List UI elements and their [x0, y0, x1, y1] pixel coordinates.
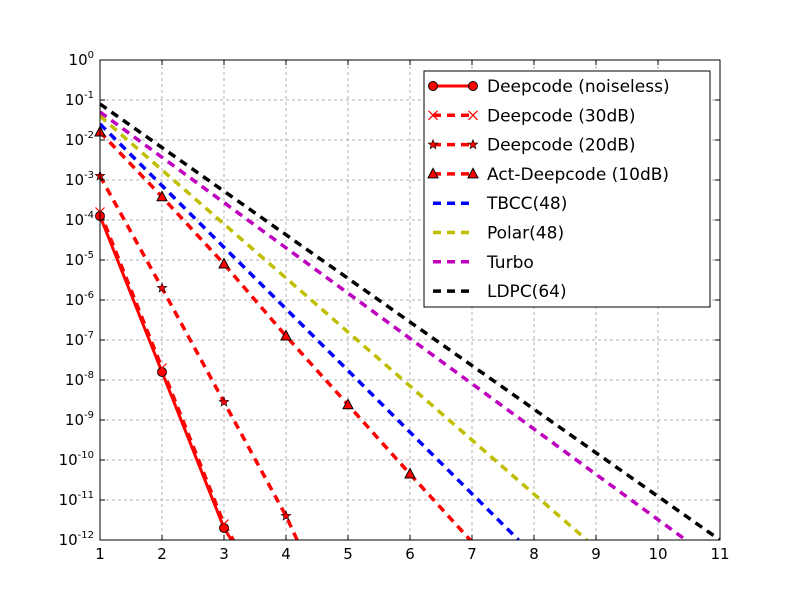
legend-marker-deepcode-20db	[467, 138, 479, 150]
y-tick-label: 10-2	[65, 130, 94, 149]
x-tick-label: 7	[467, 545, 477, 563]
series-line-polar-48	[100, 114, 588, 540]
y-tick-base: 10	[65, 411, 84, 429]
legend-marker-deepcode-20db	[427, 138, 439, 150]
y-tick-label: 10-7	[65, 330, 94, 349]
y-tick-base: 10	[65, 331, 84, 349]
marker-act-deepcode-10db	[156, 190, 168, 202]
y-tick-label: 10-12	[59, 530, 94, 549]
y-tick-exponent: -5	[84, 250, 94, 261]
y-tick-label: 10-9	[65, 410, 94, 429]
y-tick-exponent: -1	[84, 90, 94, 101]
x-tick-label: 4	[281, 545, 291, 563]
legend-marker-deepcode-30db	[468, 110, 478, 121]
marker-deepcode-noiseless	[157, 367, 167, 377]
y-tick-exponent: -4	[84, 210, 94, 221]
y-tick-label: 10-5	[65, 250, 94, 269]
series-lines	[100, 102, 720, 540]
y-tick-base: 10	[65, 171, 84, 189]
marker-deepcode-30db	[157, 363, 167, 373]
legend-marker-act-deepcode-10db	[427, 167, 439, 179]
legend-marker-deepcode-noiseless	[428, 81, 438, 91]
legend-label-deepcode-20db: Deepcode (20dB)	[487, 136, 636, 156]
marker-act-deepcode-10db	[404, 467, 416, 479]
y-tick-label: 10-1	[65, 90, 94, 109]
x-tick-label: 11	[710, 545, 729, 563]
y-tick-label: 10-11	[59, 490, 94, 509]
marker-deepcode-noiseless	[219, 523, 229, 533]
y-tick-label: 10-8	[65, 370, 94, 389]
y-tick-base: 10	[65, 91, 84, 109]
legend-label-deepcode-30db: Deepcode (30dB)	[487, 106, 636, 126]
legend-label-polar-48: Polar(48)	[487, 224, 564, 244]
y-tick-exponent: -8	[84, 370, 94, 381]
y-tick-base: 10	[59, 491, 78, 509]
y-tick-exponent: -2	[84, 130, 94, 141]
marker-deepcode-20db	[280, 510, 292, 521]
series-line-ldpc-64	[100, 102, 720, 540]
x-tick-label: 6	[405, 545, 415, 563]
y-tick-base: 10	[59, 531, 78, 549]
y-tick-exponent: -11	[78, 490, 94, 501]
legend: Deepcode (noiseless) Deepcode (30dB) Deepc…	[423, 70, 711, 308]
y-tick-base: 10	[65, 211, 84, 229]
y-tick-label: 10-6	[65, 290, 94, 309]
y-tick-base: 10	[65, 371, 84, 389]
legend-marker-act-deepcode-10db	[467, 167, 479, 179]
legend-label-ldpc-64: LDPC(64)	[487, 282, 567, 302]
y-tick-exponent: 0	[88, 50, 94, 61]
legend-marker-deepcode-30db	[428, 110, 438, 121]
legend-label-deepcode-noiseless: Deepcode (noiseless)	[487, 77, 670, 97]
legend-box	[423, 70, 711, 308]
x-tick-label: 10	[648, 545, 667, 563]
legend-label-act-deepcode-10db: Act-Deepcode (10dB)	[487, 165, 669, 185]
y-tick-exponent: -6	[84, 290, 94, 301]
series-line-turbo	[100, 110, 687, 540]
y-tick-exponent: -12	[78, 530, 94, 541]
y-tick-base: 10	[59, 451, 78, 469]
marker-deepcode-20db	[156, 282, 168, 293]
marker-act-deepcode-10db	[342, 398, 354, 410]
y-tick-base: 10	[65, 251, 84, 269]
marker-deepcode-20db	[218, 396, 230, 407]
y-tick-labels: 10010-110-210-310-410-510-610-710-810-91…	[59, 50, 94, 549]
x-tick-labels: 1 2 3 4 5 6 7 8 9 10 11	[95, 545, 729, 563]
x-tick-label: 2	[157, 545, 167, 563]
y-tick-base: 10	[69, 51, 88, 69]
y-tick-label: 10-4	[65, 210, 94, 229]
axis-ticks	[99, 59, 721, 541]
marker-act-deepcode-10db	[218, 257, 230, 269]
x-tick-label: 9	[591, 545, 601, 563]
marker-deepcode-30db	[219, 519, 229, 529]
legend-marker-deepcode-noiseless	[468, 81, 478, 91]
x-tick-label: 5	[343, 545, 353, 563]
y-tick-exponent: -3	[84, 170, 94, 181]
marker-act-deepcode-10db	[280, 329, 292, 341]
y-tick-base: 10	[65, 291, 84, 309]
x-tick-label: 8	[529, 545, 539, 563]
x-tick-label: 3	[219, 545, 229, 563]
y-tick-exponent: -10	[78, 450, 94, 461]
y-tick-exponent: -7	[84, 330, 94, 341]
legend-label-turbo: Turbo	[486, 253, 534, 273]
y-tick-base: 10	[65, 131, 84, 149]
legend-label-tbcc-48: TBCC(48)	[486, 194, 567, 214]
y-tick-label: 100	[69, 50, 94, 69]
y-tick-exponent: -9	[84, 410, 94, 421]
y-tick-label: 10-3	[65, 170, 94, 189]
x-tick-label: 1	[95, 545, 105, 563]
series-line-tbcc-48	[100, 122, 520, 540]
y-tick-label: 10-10	[59, 450, 94, 469]
